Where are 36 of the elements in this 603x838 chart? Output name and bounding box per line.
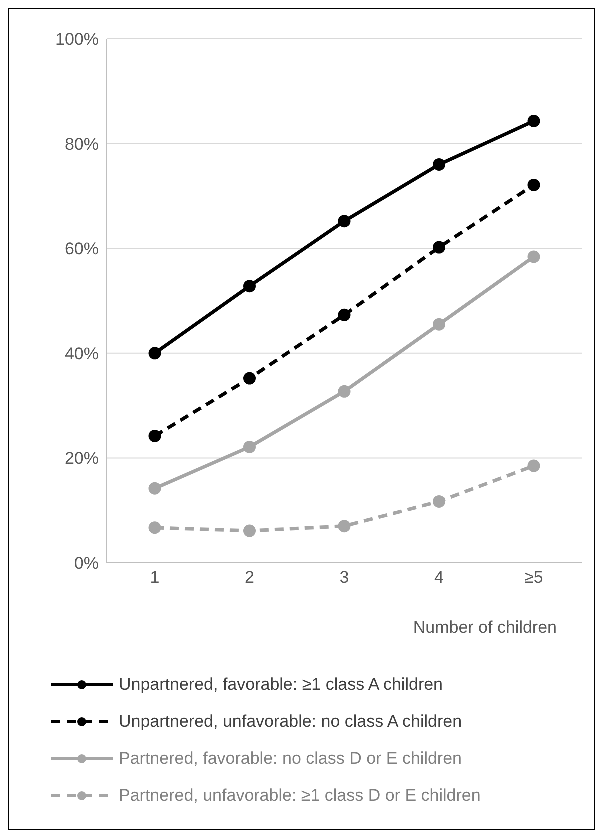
point — [244, 372, 256, 385]
x-tick-label: 4 — [434, 568, 444, 588]
x-axis-title: Number of children — [413, 618, 557, 637]
x-tick-label: 2 — [245, 568, 254, 588]
x-tick-label: 1 — [150, 568, 160, 588]
point — [528, 115, 540, 128]
x-tick-label: ≥5 — [524, 568, 544, 588]
point — [338, 308, 351, 322]
point — [148, 347, 162, 360]
y-tick-label: 80% — [64, 134, 99, 154]
y-tick-label: 20% — [64, 449, 99, 468]
point — [433, 158, 446, 172]
point — [148, 522, 162, 534]
point — [244, 440, 256, 454]
point — [433, 241, 446, 254]
point — [528, 250, 540, 264]
y-tick-label: 0% — [74, 554, 99, 574]
point — [528, 460, 540, 472]
x-tick-label: 3 — [340, 568, 350, 588]
point — [148, 482, 162, 495]
point — [433, 495, 446, 508]
y-tick-label: 40% — [64, 344, 99, 364]
point — [338, 520, 351, 533]
y-tick-label: 60% — [64, 240, 99, 259]
point — [148, 430, 162, 442]
point — [528, 178, 540, 192]
y-tick-label: 100% — [56, 30, 99, 50]
legend-label: Partnered, favorable: no class D or E children — [119, 748, 462, 768]
point — [244, 280, 256, 293]
legend-label: Partnered, unfavorable: ≥1 class D or E children — [119, 786, 481, 806]
point — [338, 385, 351, 398]
point — [244, 524, 256, 538]
point — [433, 318, 446, 331]
legend-label: Unpartnered, unfavorable: no class A children — [119, 712, 462, 732]
point — [338, 215, 351, 228]
legend-label: Unpartnered, favorable: ≥1 class A children — [119, 674, 444, 694]
